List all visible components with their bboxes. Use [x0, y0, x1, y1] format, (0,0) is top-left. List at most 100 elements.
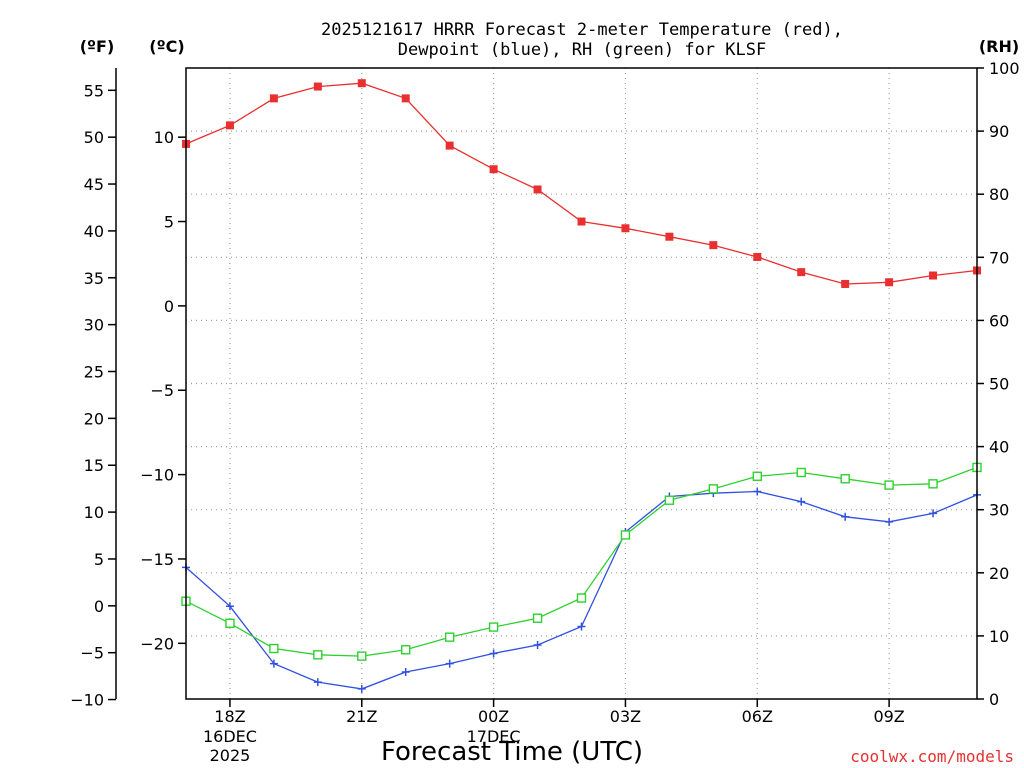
- rh-point: [840, 474, 850, 484]
- rh-tick-label: 100: [989, 59, 1020, 78]
- temperature-point: [753, 252, 762, 261]
- celsius-tick-label: −5: [150, 381, 174, 400]
- grid: [186, 68, 977, 699]
- fahrenheit-tick-label: 0: [94, 597, 104, 616]
- fahrenheit-tick-label: 5: [94, 550, 104, 569]
- x-tick-label: 03Z: [610, 707, 641, 726]
- plot-frame: [185, 67, 978, 700]
- dewpoint-point: [357, 684, 366, 693]
- celsius-tick-label: 5: [164, 213, 174, 232]
- rh-tick-label: 70: [989, 248, 1009, 267]
- rh-point: [225, 618, 235, 628]
- rh-tick-label: 20: [989, 564, 1009, 583]
- fahrenheit-tick-label: 15: [84, 456, 104, 475]
- dewpoint-point: [533, 641, 542, 650]
- rh-point: [532, 613, 543, 623]
- x-year-label: 2025: [210, 746, 251, 765]
- dewpoint-point: [313, 678, 322, 687]
- dewpoint-point: [269, 659, 278, 668]
- rh-point: [313, 650, 323, 660]
- fahrenheit-tick-label: 25: [84, 363, 104, 382]
- rh-point: [928, 479, 938, 489]
- temperature-point: [709, 241, 718, 250]
- x-axis-title: Forecast Time (UTC): [381, 737, 643, 767]
- fahrenheit-tick-label: 10: [84, 503, 104, 522]
- temperature-point: [885, 278, 894, 287]
- celsius-tick-label: −10: [140, 466, 174, 485]
- rh-tick-label: 0: [989, 690, 999, 709]
- temperature-point: [313, 82, 322, 91]
- fahrenheit-tick-label: 20: [84, 409, 104, 428]
- celsius-unit-label: (ºC): [149, 37, 184, 56]
- temperature-point: [269, 94, 278, 103]
- rh-point: [576, 593, 587, 603]
- fahrenheit-tick-label: −5: [80, 644, 104, 663]
- celsius-tick-label: 0: [164, 297, 174, 316]
- fahrenheit-unit-label: (ºF): [80, 37, 115, 56]
- fahrenheit-tick-label: −10: [70, 691, 104, 710]
- x-tick-label: 00Z: [478, 707, 509, 726]
- celsius-tick-label: 10: [154, 128, 174, 147]
- dewpoint-point: [841, 512, 850, 521]
- x-tick-label: 18Z: [214, 707, 245, 726]
- celsius-tick-label: −20: [140, 634, 174, 653]
- fahrenheit-tick-label: 45: [84, 175, 104, 194]
- dewpoint-point: [797, 497, 806, 506]
- rh-tick-label: 40: [989, 438, 1009, 457]
- temperature-point: [225, 121, 234, 130]
- dewpoint-point: [445, 659, 454, 668]
- temperature-line: [185, 82, 978, 285]
- rh-tick-label: 60: [989, 311, 1009, 330]
- temperature-point: [841, 279, 850, 288]
- dewpoint-point: [885, 517, 894, 526]
- rh-point: [884, 480, 894, 490]
- temperature-point: [797, 268, 806, 277]
- rh-tick-label: 30: [989, 501, 1009, 520]
- temperature-point: [621, 224, 630, 233]
- rh-point: [401, 645, 411, 655]
- rh-point: [269, 643, 279, 654]
- dewpoint-point: [225, 602, 234, 611]
- x-date-label: 16DEC: [203, 727, 257, 746]
- celsius-tick-label: −15: [140, 550, 174, 569]
- temperature-point: [533, 185, 542, 194]
- dewpoint-point: [577, 622, 586, 631]
- fahrenheit-tick-label: 50: [84, 128, 104, 147]
- temperature-point: [665, 232, 674, 241]
- dewpoint-line: [185, 490, 978, 690]
- dewpoint-point: [929, 509, 938, 518]
- dewpoint-point: [401, 668, 410, 677]
- temperature-point: [401, 94, 410, 103]
- chart-title-line-1: 2025121617 HRRR Forecast 2-meter Tempera…: [321, 20, 843, 40]
- x-date-label: 17DEC: [467, 727, 521, 746]
- fahrenheit-tick-label: 55: [84, 81, 104, 100]
- temperature-point: [489, 165, 498, 174]
- rh-point: [752, 471, 762, 481]
- chart-title-line-2: Dewpoint (blue), RH (green) for KLSF: [398, 40, 766, 60]
- fahrenheit-tick-label: 35: [84, 269, 104, 288]
- temperature-point: [577, 217, 586, 226]
- rh-tick-label: 80: [989, 185, 1009, 204]
- rh-tick-label: 10: [989, 627, 1009, 646]
- rh-point: [620, 530, 631, 540]
- rh-point: [708, 484, 719, 494]
- x-tick-label: 21Z: [346, 707, 377, 726]
- dewpoint-point: [489, 649, 498, 658]
- temperature-point: [357, 79, 366, 88]
- x-tick-label: 06Z: [742, 707, 773, 726]
- rh-point: [488, 622, 499, 632]
- rh-point: [357, 651, 367, 661]
- rh-point: [664, 495, 675, 505]
- x-tick-label: 09Z: [873, 707, 904, 726]
- series: [181, 79, 982, 693]
- dewpoint-point: [753, 487, 762, 496]
- rh-tick-label: 90: [989, 122, 1009, 141]
- temperature-point: [929, 271, 938, 280]
- rh-tick-label: 50: [989, 375, 1009, 394]
- rh-unit-label: (RH): [979, 37, 1019, 56]
- fahrenheit-tick-label: 30: [84, 316, 104, 335]
- rh-point: [444, 632, 455, 642]
- rh-point: [796, 467, 806, 478]
- fahrenheit-tick-label: 40: [84, 222, 104, 241]
